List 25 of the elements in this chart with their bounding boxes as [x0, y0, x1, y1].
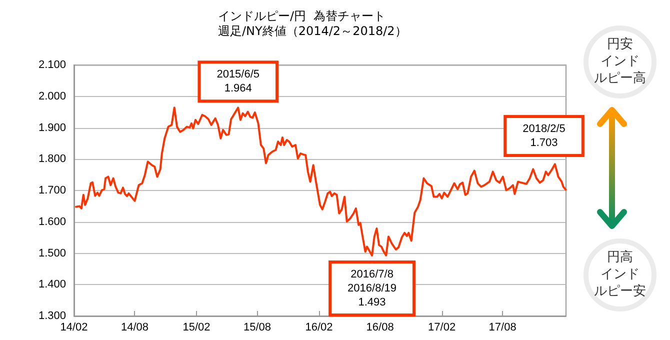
y-tick-label: 1.400 [38, 278, 66, 291]
y-tick-label: 1.500 [38, 247, 66, 260]
annotation: 2015/6/5 1.964 [216, 68, 260, 95]
y-tick-label: 1.300 [38, 310, 66, 322]
text: 円高インドルピー安 [593, 249, 647, 300]
x-tick-label: 16/08 [366, 322, 394, 334]
annotation: 2016/7/8 2016/8/19 1.493 [348, 268, 396, 308]
x-tick-label: 17/08 [488, 322, 516, 334]
chart-title: インドルピー/円 為替チャート [218, 9, 386, 23]
annotation: 2018/2/5 1.703 [522, 123, 566, 149]
x-tick-label: 15/08 [243, 322, 272, 334]
x-tick-label: 14/02 [60, 322, 88, 334]
x-tick-label: 17/02 [428, 322, 456, 334]
y-tick-label: 1.700 [38, 184, 66, 196]
chart-subtitle: 週足/NY終値（2014/2～2018/2） [218, 24, 407, 38]
text: 円安インドルピー高 [593, 36, 647, 87]
y-tick-label: 1.900 [38, 122, 66, 134]
y-tick-label: 2.100 [38, 59, 66, 71]
x-tick-label: 14/08 [120, 322, 149, 334]
y-tick-label: 1.600 [38, 216, 66, 228]
line-series [75, 106, 567, 256]
y-tick-label: 1.800 [38, 153, 66, 166]
x-tick-label: 15/02 [182, 322, 210, 334]
y-tick-label: 2.000 [38, 90, 66, 102]
x-tick-label: 16/02 [305, 322, 333, 334]
